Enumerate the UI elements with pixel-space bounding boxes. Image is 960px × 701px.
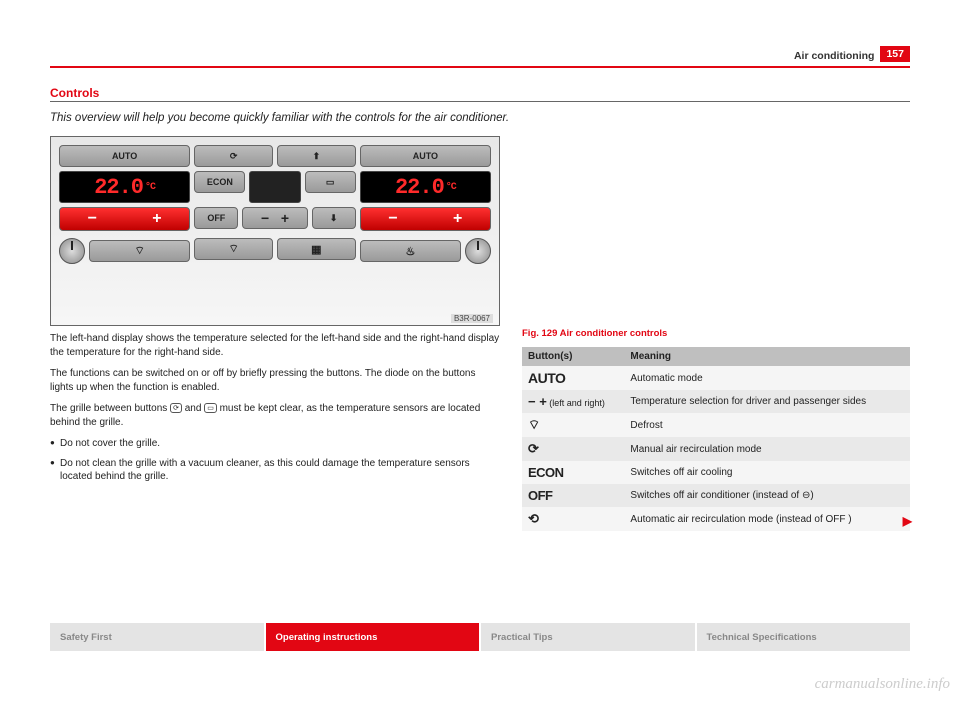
body-p3: The grille between buttons ⟳ and ▭ must … bbox=[50, 402, 500, 429]
bottom-nav: Safety First Operating instructions Prac… bbox=[50, 623, 910, 651]
page: Air conditioning 157 Controls This overv… bbox=[0, 0, 960, 701]
nav-tech[interactable]: Technical Specifications bbox=[697, 623, 911, 651]
econ-icon: ECON bbox=[528, 465, 564, 480]
table-row: ECON Switches off air cooling bbox=[522, 461, 910, 484]
table-row: ⟳ Manual air recirculation mode bbox=[522, 437, 910, 461]
table-row: AUTO Automatic mode bbox=[522, 366, 910, 390]
cell-icon: OFF bbox=[522, 484, 624, 507]
bullet-1: Do not cover the grille. bbox=[50, 437, 500, 451]
left-dial[interactable] bbox=[59, 238, 85, 264]
cell-icon: ⟳ bbox=[522, 437, 624, 461]
off-button[interactable]: OFF bbox=[194, 207, 238, 229]
panel-mid: ⟳ ⬆ ECON ▭ OFF − + ⬇ bbox=[194, 145, 356, 317]
right-temp-value: 22.0 bbox=[395, 175, 444, 200]
header-row: Air conditioning 157 bbox=[50, 40, 910, 62]
body-p3a: The grille between buttons bbox=[50, 403, 170, 414]
plusminus-sub: (left and right) bbox=[547, 398, 605, 408]
left-column: AUTO 22.0°C −+ ⌔ ⟳ ⬆ bbox=[50, 136, 500, 531]
left-minus-plus[interactable]: −+ bbox=[59, 207, 190, 231]
figure-caption: Fig. 129 Air conditioner controls bbox=[522, 328, 910, 339]
cell-meaning: Automatic mode bbox=[624, 366, 910, 390]
header-rule bbox=[50, 66, 910, 68]
figure-image: AUTO 22.0°C −+ ⌔ ⟳ ⬆ bbox=[50, 136, 500, 326]
cell-meaning: Temperature selection for driver and pas… bbox=[624, 390, 910, 413]
body-p2: The functions can be switched on or off … bbox=[50, 367, 500, 394]
recirc-icon: ⟳ bbox=[528, 441, 539, 456]
table-row: − + (left and right) Temperature selecti… bbox=[522, 390, 910, 413]
figure-ref: B3R-0067 bbox=[451, 314, 493, 323]
intro-text: This overview will help you become quick… bbox=[50, 112, 910, 124]
plusminus-icon: − + bbox=[528, 394, 547, 409]
nav-safety[interactable]: Safety First bbox=[50, 623, 266, 651]
body-p1: The left-hand display shows the temperat… bbox=[50, 332, 500, 359]
cell-meaning-text: Automatic air recirculation mode (instea… bbox=[630, 514, 851, 525]
off-icon: OFF bbox=[528, 488, 553, 503]
content-columns: AUTO 22.0°C −+ ⌔ ⟳ ⬆ bbox=[50, 136, 910, 531]
cell-meaning: Switches off air cooling bbox=[624, 461, 910, 484]
ac-panel: AUTO 22.0°C −+ ⌔ ⟳ ⬆ bbox=[59, 145, 491, 317]
watermark: carmanualsonline.info bbox=[815, 676, 950, 693]
left-temp-value: 22.0 bbox=[94, 175, 143, 200]
th-buttons: Button(s) bbox=[522, 347, 624, 366]
bullet-2: Do not clean the grille with a vacuum cl… bbox=[50, 457, 500, 484]
vent-mid-button[interactable]: ▭ bbox=[305, 171, 356, 193]
figure-spacer bbox=[522, 136, 910, 326]
section-title: Controls bbox=[50, 86, 910, 102]
right-temp-display: 22.0°C bbox=[360, 171, 491, 203]
defrost-icon: ⌔ bbox=[528, 417, 540, 432]
auto-left-button[interactable]: AUTO bbox=[59, 145, 190, 167]
meaning-table: Button(s) Meaning AUTO Automatic mode − … bbox=[522, 347, 910, 531]
inline-icon-vent: ▭ bbox=[204, 403, 217, 413]
left-temp-unit: °C bbox=[145, 182, 155, 193]
auto-right-button[interactable]: AUTO bbox=[360, 145, 491, 167]
defrost-front-button[interactable]: ⌔ bbox=[89, 240, 190, 262]
header-section: Air conditioning bbox=[794, 50, 875, 62]
econ-button[interactable]: ECON bbox=[194, 171, 245, 193]
panel-left: AUTO 22.0°C −+ ⌔ bbox=[59, 145, 190, 317]
nav-practical[interactable]: Practical Tips bbox=[481, 623, 697, 651]
cell-icon: ECON bbox=[522, 461, 624, 484]
fan-minus-plus[interactable]: − + bbox=[242, 207, 307, 229]
th-meaning: Meaning bbox=[624, 347, 910, 366]
seat-heat-button[interactable]: ♨ bbox=[360, 240, 461, 262]
right-minus-plus[interactable]: −+ bbox=[360, 207, 491, 231]
center-display bbox=[249, 171, 300, 203]
auto-icon: AUTO bbox=[528, 370, 565, 386]
body-p3b: and bbox=[182, 403, 204, 414]
defrost-rear-button[interactable]: ⌔ bbox=[194, 238, 273, 260]
right-dial-row: ♨ bbox=[360, 235, 491, 267]
table-row: ⟲ Automatic air recirculation mode (inst… bbox=[522, 507, 910, 531]
cell-meaning: Automatic air recirculation mode (instea… bbox=[624, 507, 910, 531]
table-row: ⌔ Defrost bbox=[522, 413, 910, 437]
continue-arrow-icon: ▶ bbox=[903, 514, 912, 528]
left-temp-display: 22.0°C bbox=[59, 171, 190, 203]
cell-meaning: Manual air recirculation mode bbox=[624, 437, 910, 461]
cell-icon: − + (left and right) bbox=[522, 390, 624, 413]
auto-recirc-icon: ⟲ bbox=[528, 511, 539, 526]
cell-icon: ⌔ bbox=[522, 413, 624, 437]
body-text: The left-hand display shows the temperat… bbox=[50, 332, 500, 484]
right-temp-unit: °C bbox=[446, 182, 456, 193]
rear-window-button[interactable]: ▦ bbox=[277, 238, 356, 260]
table-row: OFF Switches off air conditioner (instea… bbox=[522, 484, 910, 507]
vent-down-button[interactable]: ⬇ bbox=[312, 207, 356, 229]
page-number: 157 bbox=[880, 46, 910, 62]
recirc-button[interactable]: ⟳ bbox=[194, 145, 273, 167]
right-column: Fig. 129 Air conditioner controls Button… bbox=[522, 136, 910, 531]
cell-icon: AUTO bbox=[522, 366, 624, 390]
vent-up-button[interactable]: ⬆ bbox=[277, 145, 356, 167]
panel-right: AUTO 22.0°C −+ ♨ bbox=[360, 145, 491, 317]
cell-meaning: Switches off air conditioner (instead of… bbox=[624, 484, 910, 507]
cell-icon: ⟲ bbox=[522, 507, 624, 531]
right-dial[interactable] bbox=[465, 238, 491, 264]
cell-meaning: Defrost bbox=[624, 413, 910, 437]
table-header-row: Button(s) Meaning bbox=[522, 347, 910, 366]
inline-icon-recirc: ⟳ bbox=[170, 403, 182, 413]
left-dial-row: ⌔ bbox=[59, 235, 190, 267]
nav-operating[interactable]: Operating instructions bbox=[266, 623, 482, 651]
